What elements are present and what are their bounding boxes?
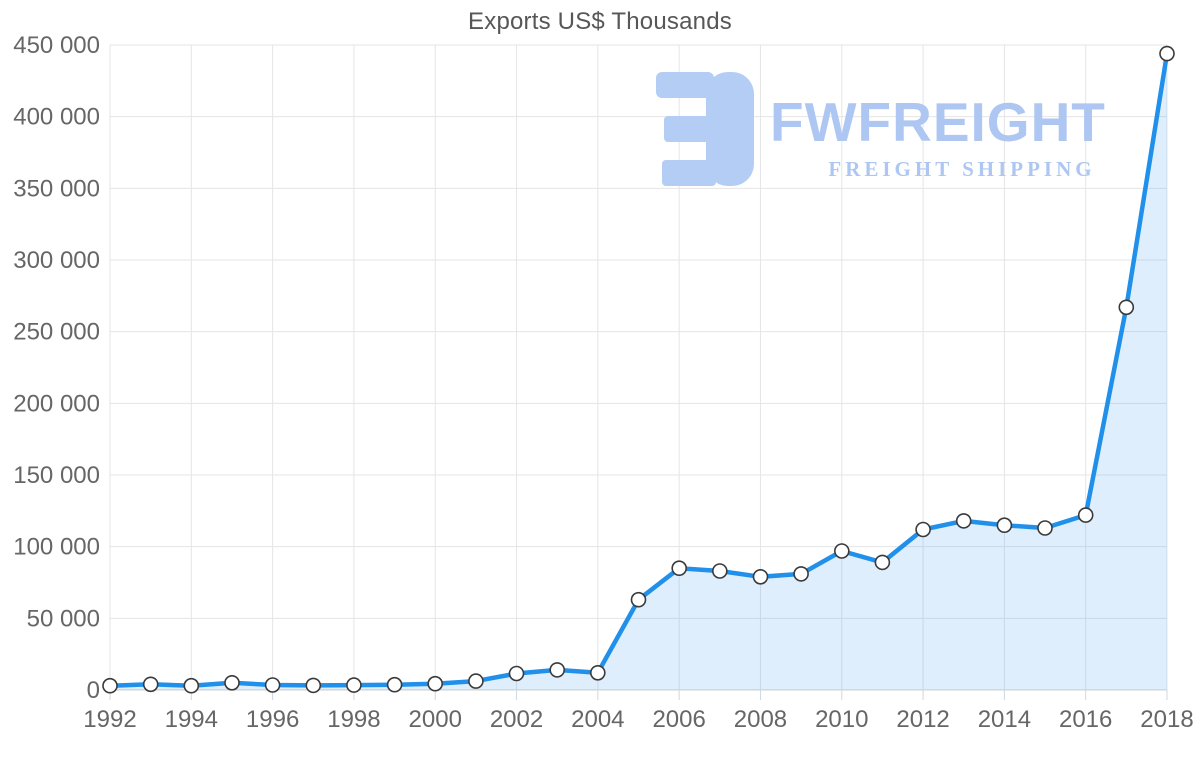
y-tick-label: 100 000	[13, 534, 100, 561]
x-tick-label: 2000	[409, 706, 462, 733]
data-point-2002[interactable]	[508, 665, 525, 682]
y-tick-label: 0	[87, 677, 100, 704]
x-tick-label: 1994	[165, 706, 218, 733]
y-tick-label: 250 000	[13, 319, 100, 346]
data-point-2017[interactable]	[1118, 299, 1135, 316]
x-tick-label: 2010	[815, 706, 868, 733]
series-area-fill	[110, 53, 1167, 691]
x-tick-label: 2006	[652, 706, 705, 733]
data-point-2008[interactable]	[752, 568, 769, 585]
data-point-2006[interactable]	[671, 560, 688, 577]
gridlines	[109, 44, 1168, 700]
y-tick-label: 450 000	[13, 32, 100, 59]
data-point-2000[interactable]	[427, 675, 444, 692]
data-point-1992[interactable]	[102, 677, 118, 694]
data-point-2018[interactable]	[1159, 45, 1175, 62]
y-tick-label: 300 000	[13, 247, 100, 274]
data-point-2015[interactable]	[1037, 520, 1053, 536]
data-point-1994[interactable]	[183, 677, 200, 694]
data-point-2003[interactable]	[549, 662, 566, 678]
x-tick-label: 1992	[83, 706, 136, 733]
data-point-2007[interactable]	[711, 563, 728, 579]
y-tick-label: 400 000	[13, 104, 100, 131]
x-tick-label: 2002	[490, 706, 543, 733]
series-markers	[102, 45, 1175, 694]
data-point-2009[interactable]	[793, 566, 809, 582]
data-point-2010[interactable]	[833, 543, 850, 559]
x-tick-label: 1998	[327, 706, 380, 733]
x-tick-label: 2016	[1059, 706, 1112, 733]
data-point-2011[interactable]	[874, 554, 891, 571]
y-axis-labels: 0 50 000 100 000 150 000 200 000 250 000 300 0…	[13, 32, 100, 704]
data-point-2013[interactable]	[955, 513, 972, 529]
data-point-1996[interactable]	[264, 677, 281, 693]
logo-arm-middle	[664, 116, 716, 142]
data-point-1999[interactable]	[386, 676, 403, 693]
watermark-brand-text: FWFREIGHT	[770, 91, 1106, 153]
x-tick-label: 1996	[246, 706, 299, 733]
x-axis-labels: 1992 1994 1996 1998 2000 2002 2004 2006 2008 2010…	[83, 706, 1193, 733]
watermark-tagline-text: FREIGHT SHIPPING	[828, 157, 1095, 181]
logo-body	[706, 72, 754, 186]
y-tick-label: 150 000	[13, 462, 100, 489]
fwfreight-logo-icon	[656, 72, 754, 186]
data-point-2001[interactable]	[468, 673, 484, 689]
x-tick-label: 2012	[896, 706, 949, 733]
logo-arm-top	[656, 72, 714, 98]
data-point-2012[interactable]	[915, 521, 931, 538]
logo-arm-bottom	[662, 160, 716, 186]
watermark: FWFREIGHT FREIGHT SHIPPING	[656, 72, 1106, 186]
x-tick-label: 2004	[571, 706, 624, 733]
x-tick-label: 2018	[1140, 706, 1193, 733]
data-point-2005[interactable]	[630, 591, 647, 608]
y-tick-label: 50 000	[27, 605, 100, 632]
data-point-1997[interactable]	[305, 677, 322, 694]
data-point-2014[interactable]	[996, 517, 1013, 534]
x-tick-label: 2008	[734, 706, 787, 733]
chart-title: Exports US$ Thousands	[468, 8, 732, 35]
data-point-1995[interactable]	[224, 674, 240, 691]
y-tick-label: 350 000	[13, 175, 100, 202]
x-tick-label: 2014	[978, 706, 1031, 733]
data-point-1998[interactable]	[346, 677, 362, 693]
y-tick-label: 200 000	[13, 390, 100, 417]
data-point-2004[interactable]	[589, 664, 606, 681]
data-point-1993[interactable]	[142, 676, 159, 693]
data-point-2016[interactable]	[1077, 507, 1094, 523]
